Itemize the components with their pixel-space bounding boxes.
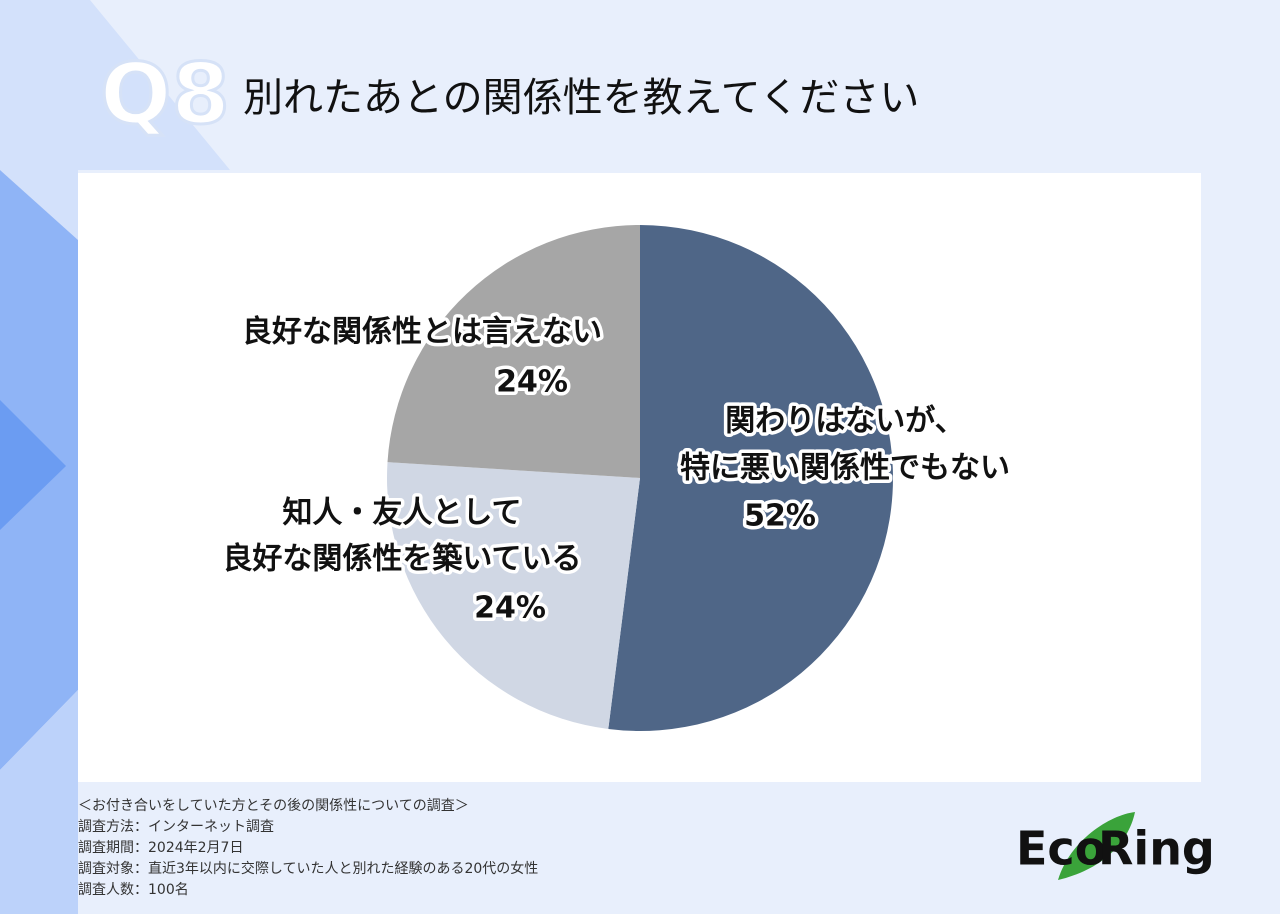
decor	[0, 690, 78, 914]
note: 調査方法：インターネット調査	[78, 819, 274, 835]
value-label: 24%	[496, 365, 568, 400]
title: 別れたあとの関係性を教えてください	[243, 75, 919, 121]
decor	[0, 400, 66, 530]
note: 調査期間：2024年2月7日	[78, 840, 243, 856]
slice-label: 良好な関係性とは言えない	[242, 315, 602, 350]
badge: Q8	[100, 45, 230, 143]
leaf	[1058, 812, 1135, 880]
slice-label: 関わりはないが、	[725, 404, 964, 439]
value-label: 52%	[744, 499, 816, 534]
decor	[0, 0, 230, 240]
slice-label: 良好な関係性を築いている	[222, 542, 581, 577]
notes: ＜お付き合いをしていた方とその後の関係性についての調査＞ 調査方法：インターネット…	[78, 798, 538, 898]
slice-label: 特に悪い関係性でもない	[680, 451, 1010, 486]
value-label: 24%	[474, 591, 546, 626]
logo-text: Ring	[1098, 822, 1215, 876]
logo: Eco Ring	[1016, 812, 1215, 880]
logo-text: Eco	[1016, 822, 1106, 876]
pie-slice	[386, 462, 640, 730]
pie-slice	[387, 225, 640, 478]
slice-label: 知人・友人として	[282, 496, 521, 531]
pie-slice	[608, 225, 893, 731]
note: ＜お付き合いをしていた方とその後の関係性についての調査＞	[78, 798, 469, 814]
note: 調査対象：直近3年以内に交際していた人と別れた経験のある20代の女性	[78, 860, 538, 877]
labels: 関わりはないが、特に悪い関係性でもない 52% 知人・友人として良好な関係性を築いて…	[219, 311, 1014, 629]
pie	[386, 225, 893, 731]
note: 調査人数：100名	[78, 882, 189, 898]
